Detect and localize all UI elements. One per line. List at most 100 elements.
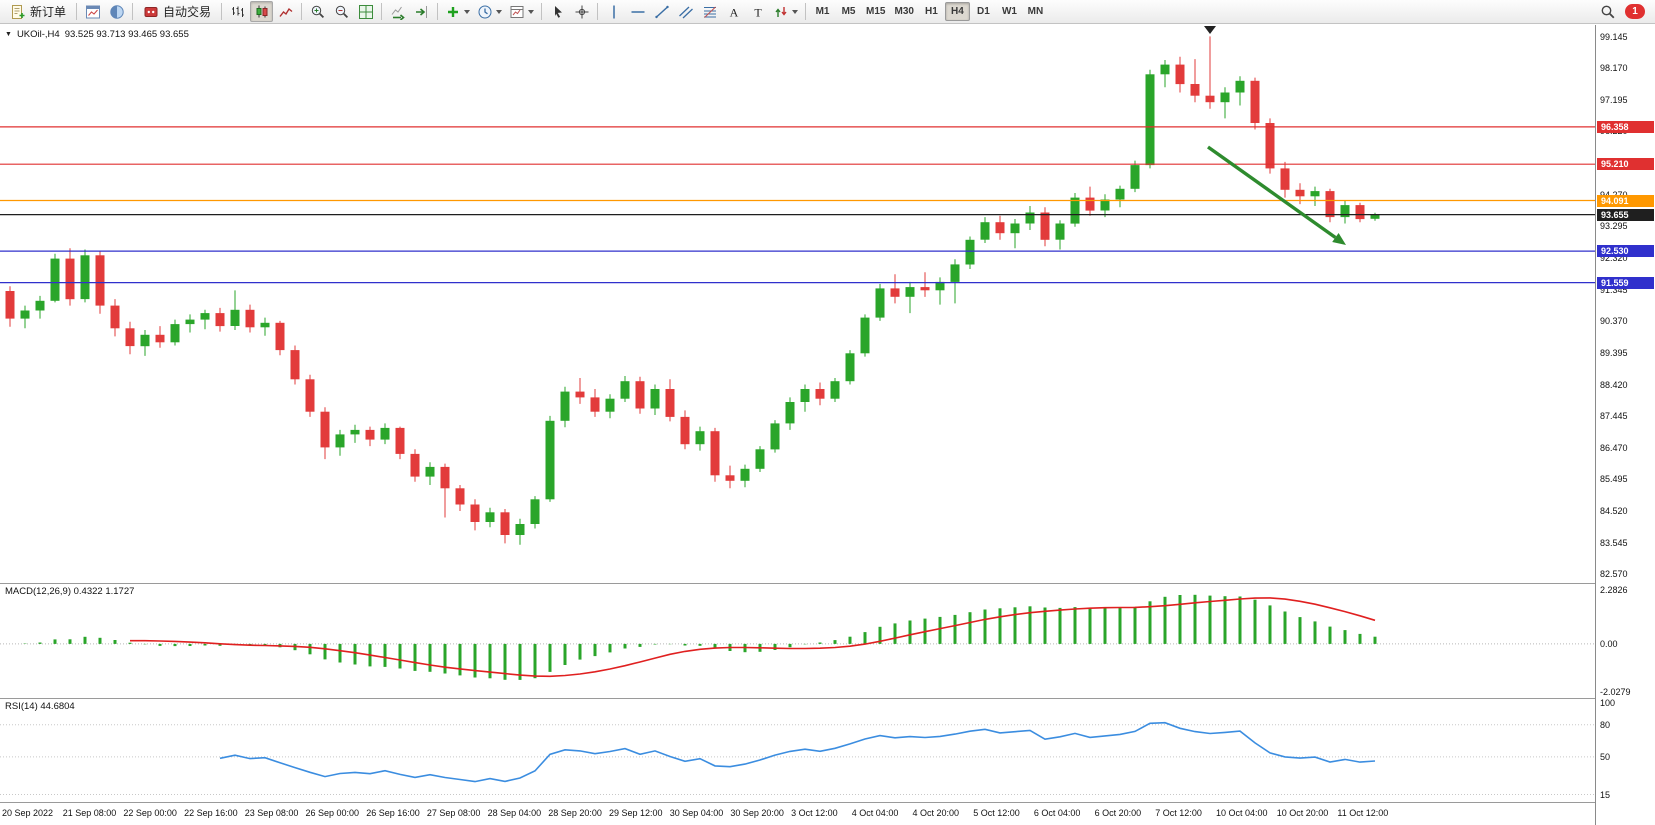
price-axis-label: 88.420	[1600, 379, 1628, 390]
autotrade-button-label: 自动交易	[163, 5, 212, 19]
chart-ohlc-values: 93.525 93.713 93.465 93.655	[64, 29, 189, 40]
toolbar-separator	[301, 3, 303, 20]
pane-separator[interactable]	[0, 698, 1655, 699]
trendline-button[interactable]	[650, 1, 673, 22]
timeframe-d1-button[interactable]: D1	[971, 2, 996, 21]
arrows-button[interactable]	[770, 1, 801, 22]
main-chart[interactable]	[0, 25, 1595, 583]
time-axis-label: 26 Sep 00:00	[305, 808, 360, 818]
macd-signal-line	[130, 597, 1376, 678]
candle-chart-icon	[254, 4, 270, 20]
zoom-out-button[interactable]	[330, 1, 353, 22]
new-order-button[interactable]: 新订单	[4, 1, 72, 22]
toolbar-separator	[381, 3, 383, 20]
text-label-button[interactable]: T	[746, 1, 769, 22]
indicator-add-icon	[445, 4, 461, 20]
horizontal-line-button[interactable]	[626, 1, 649, 22]
timeframe-h1-button[interactable]: H1	[919, 2, 944, 21]
price-axis-label: 82.570	[1600, 569, 1628, 580]
chart-area: ▼ UKOil-,H4 93.525 93.713 93.465 93.655 …	[0, 25, 1655, 825]
notification-badge[interactable]: 1	[1625, 4, 1645, 19]
vertical-line-button[interactable]	[602, 1, 625, 22]
chart-symbol-label: UKOil-,H4	[16, 29, 60, 40]
label-icon: T	[750, 4, 766, 20]
cursor-button[interactable]	[546, 1, 569, 22]
caret-down-icon	[792, 9, 799, 14]
timeframe-m1-button[interactable]: M1	[810, 2, 835, 21]
price-axis-label: 87.445	[1600, 411, 1628, 422]
fibonacci-button[interactable]	[698, 1, 721, 22]
price-axis[interactable]: 99.14598.17097.19596.22095.24594.27093.2…	[1595, 25, 1655, 825]
profile-icon	[109, 4, 125, 20]
svg-text:T: T	[754, 5, 762, 19]
timeframe-w1-button[interactable]: W1	[997, 2, 1022, 21]
zoom-in-button[interactable]	[306, 1, 329, 22]
bar-chart-icon	[230, 4, 246, 20]
time-axis[interactable]: 20 Sep 2022 21 Sep 08:00 22 Sep 00:00 22 Se…	[0, 803, 1595, 825]
autotrade-button[interactable]: 自动交易	[137, 1, 217, 22]
time-axis-label: 5 Oct 12:00	[973, 808, 1020, 818]
toolbar-buttons: 新订单 自动交易 A T M1 M5 M15 M30 H1 H4 D1 W1 MN	[4, 1, 1048, 22]
price-tag: 94.091	[1597, 194, 1654, 207]
toolbar: 新订单 自动交易 A T M1 M5 M15 M30 H1 H4 D1 W1 MN 1	[0, 0, 1655, 24]
caret-down-icon	[496, 9, 503, 14]
candlestick-series	[5, 36, 1380, 545]
pane-separator[interactable]	[0, 583, 1655, 584]
quick-trade-caret-icon[interactable]: ▼	[5, 31, 12, 38]
macd-pane[interactable]	[0, 584, 1595, 698]
time-axis-label: 10 Oct 04:00	[1216, 808, 1268, 818]
rsi-axis-label: 100	[1600, 698, 1616, 709]
timeframe-mn-button[interactable]: MN	[1023, 2, 1048, 21]
templates-button[interactable]	[506, 1, 537, 22]
chart-shift-button[interactable]	[410, 1, 433, 22]
text-button[interactable]: A	[722, 1, 745, 22]
profiles-button[interactable]	[105, 1, 128, 22]
time-axis-label: 6 Oct 04:00	[1033, 808, 1081, 818]
time-axis-label: 23 Sep 08:00	[244, 808, 299, 818]
toolbar-separator	[132, 3, 134, 20]
trend-arrow[interactable]	[1207, 145, 1337, 239]
time-axis-label: 10 Oct 20:00	[1276, 808, 1329, 818]
rsi-label: RSI(14) 44.6804	[5, 701, 75, 712]
tile-windows-button[interactable]	[354, 1, 377, 22]
periods-button[interactable]	[474, 1, 505, 22]
auto-scroll-button[interactable]	[386, 1, 409, 22]
auto-scroll-icon	[390, 4, 406, 20]
time-axis-label: 30 Sep 04:00	[669, 808, 724, 818]
price-axis-label: 92.320	[1600, 252, 1628, 263]
chart-ohlc-header: ▼ UKOil-,H4 93.525 93.713 93.465 93.655	[5, 29, 189, 40]
time-axis-label: 4 Oct 20:00	[912, 808, 960, 818]
chart-window-icon	[85, 4, 101, 20]
time-axis-label: 28 Sep 20:00	[548, 808, 602, 818]
toolbar-separator	[437, 3, 439, 20]
price-axis-label: 86.470	[1600, 442, 1628, 453]
caret-down-icon	[528, 9, 535, 14]
price-axis-label: 98.170	[1600, 63, 1628, 74]
charts-button[interactable]	[81, 1, 104, 22]
time-axis-label: 22 Sep 16:00	[184, 808, 238, 818]
rsi-pane[interactable]	[0, 699, 1595, 802]
crosshair-button[interactable]	[570, 1, 593, 22]
price-axis-label: 93.295	[1600, 221, 1628, 232]
line-chart-button[interactable]	[274, 1, 297, 22]
macd-axis-label: -2.0279	[1600, 686, 1631, 697]
timeframe-m15-button[interactable]: M15	[862, 2, 889, 21]
time-axis-label: 6 Oct 20:00	[1094, 808, 1142, 818]
timeframe-m30-button[interactable]: M30	[890, 2, 917, 21]
search-button[interactable]	[1596, 1, 1619, 22]
rsi-axis-label: 80	[1600, 719, 1611, 730]
cursor-icon	[550, 4, 566, 20]
channel-button[interactable]	[674, 1, 697, 22]
toolbar-separator	[805, 3, 807, 20]
candle-chart-button[interactable]	[250, 1, 274, 22]
time-axis-label: 11 Oct 12:00	[1337, 808, 1389, 818]
price-axis-label: 99.145	[1600, 31, 1628, 42]
time-axis-label: 4 Oct 04:00	[851, 808, 899, 818]
price-tag: 92.530	[1597, 245, 1654, 258]
timeframe-h4-button[interactable]: H4	[944, 2, 970, 21]
timeframe-m5-button[interactable]: M5	[836, 2, 861, 21]
bar-chart-button[interactable]	[226, 1, 249, 22]
indicators-button[interactable]	[442, 1, 473, 22]
price-axis-label: 83.545	[1600, 537, 1628, 548]
